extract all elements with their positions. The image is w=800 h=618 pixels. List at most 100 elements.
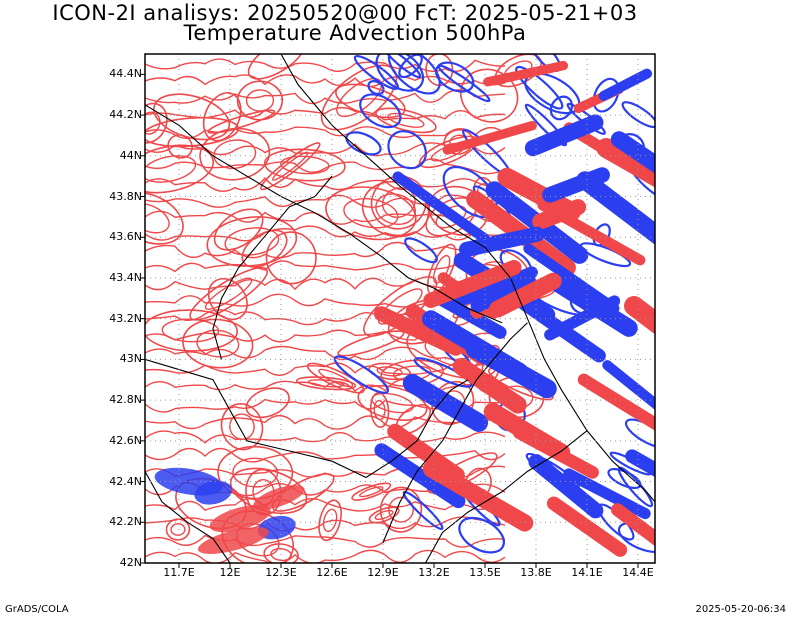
cold-band <box>563 468 651 520</box>
warm-contour <box>318 499 342 542</box>
plot-frame <box>144 53 656 564</box>
warm-contour <box>145 549 506 563</box>
warm-band <box>532 199 587 230</box>
warm-contour <box>260 142 321 191</box>
lat-lon-grid <box>145 54 655 563</box>
lon-tick-label: 11.7E <box>163 566 195 579</box>
cold-band <box>576 171 655 245</box>
cold-band <box>528 454 604 519</box>
lon-tick-label: 14.1E <box>571 566 603 579</box>
warm-contour <box>145 225 506 242</box>
warm-contour <box>145 345 506 361</box>
warm-contour <box>241 229 288 268</box>
lat-tick-label: 43.2N <box>109 311 142 325</box>
boundary-line <box>145 358 469 479</box>
lat-tick-label: 42.4N <box>109 474 142 488</box>
warm-contour <box>217 445 294 500</box>
warm-band <box>546 496 628 557</box>
cold-band <box>524 114 604 157</box>
lat-tick-label: 42.8N <box>109 393 142 407</box>
cold-contour <box>621 101 655 129</box>
lon-tick-label: 14.4E <box>622 566 654 579</box>
warm-contour <box>325 186 417 241</box>
cold-band <box>194 480 233 505</box>
cold-band <box>544 295 621 341</box>
lat-tick-label: 44.2N <box>109 108 142 122</box>
warm-band <box>373 306 464 356</box>
lon-tick-label: 12.3E <box>265 566 297 579</box>
warm-contour <box>377 288 423 325</box>
cold-contour <box>592 77 620 113</box>
warm-band <box>611 503 655 547</box>
render-timestamp: 2025-05-20-06:34 <box>695 604 786 615</box>
warm-band <box>452 357 527 414</box>
warm-contour <box>387 112 425 128</box>
cold-contour <box>437 64 491 103</box>
cold-band <box>432 291 507 339</box>
cold-band <box>465 339 557 399</box>
warm-contour <box>359 486 384 498</box>
warm-contour <box>374 509 394 521</box>
warm-contour <box>145 309 238 352</box>
cold-contour <box>413 357 473 388</box>
warm-contour <box>161 318 220 343</box>
cold-band <box>542 167 610 203</box>
warm-contour <box>432 254 451 284</box>
warm-contour <box>363 276 438 337</box>
cold-band <box>598 68 653 101</box>
warm-contour <box>271 151 309 181</box>
warm-contour <box>145 106 506 121</box>
warm-contour <box>145 414 506 430</box>
warm-contour <box>145 102 168 144</box>
lon-tick-label: 13.5E <box>469 566 501 579</box>
warm-contour <box>145 144 214 194</box>
warm-band <box>577 373 655 431</box>
warm-contour <box>170 523 186 536</box>
cold-contour <box>524 103 568 147</box>
warm-contour <box>182 318 254 369</box>
warm-band <box>387 423 465 483</box>
cold-contour <box>345 131 382 156</box>
lat-tick-label: 42.2N <box>109 515 142 529</box>
lat-tick-label: 43.8N <box>109 189 142 203</box>
warm-band <box>422 460 534 532</box>
lat-tick-label: 42N <box>119 556 142 569</box>
cold-contour <box>387 54 441 95</box>
warm-contour <box>145 241 506 259</box>
warm-contour <box>336 77 383 118</box>
warm-contour <box>206 216 298 267</box>
warm-contour <box>145 534 506 548</box>
cold-contour <box>383 54 422 79</box>
lat-tick-label: 44N <box>119 148 142 162</box>
cold-contour <box>579 242 632 268</box>
warm-contour <box>145 194 506 208</box>
warm-contour <box>322 508 338 533</box>
warm-contour <box>379 486 423 533</box>
lon-tick-label: 12.9E <box>367 566 399 579</box>
warm-band <box>442 120 537 155</box>
warm-band <box>512 426 599 479</box>
warm-band <box>624 295 655 335</box>
lat-tick-label: 42.6N <box>109 433 142 447</box>
boundary-line <box>382 322 528 543</box>
cold-contour <box>515 65 564 110</box>
warm-band <box>253 485 305 510</box>
warm-contour <box>357 385 428 421</box>
warm-contour <box>245 387 290 419</box>
warm-contour <box>213 208 264 251</box>
warm-contour <box>145 260 506 273</box>
cold-band <box>610 131 655 174</box>
warm-contour <box>189 266 268 321</box>
warm-band <box>209 504 271 533</box>
lat-tick-label: 43.4N <box>109 270 142 284</box>
warm-contour <box>145 89 506 105</box>
warm-contour <box>145 447 506 463</box>
lon-tick-label: 12E <box>219 566 241 579</box>
warm-contour <box>145 498 506 512</box>
lat-tick-label: 43.6N <box>109 230 142 244</box>
warm-contour <box>351 482 392 501</box>
warm-contour <box>271 473 335 512</box>
warm-contour <box>361 181 430 238</box>
warm-contour <box>145 158 506 175</box>
